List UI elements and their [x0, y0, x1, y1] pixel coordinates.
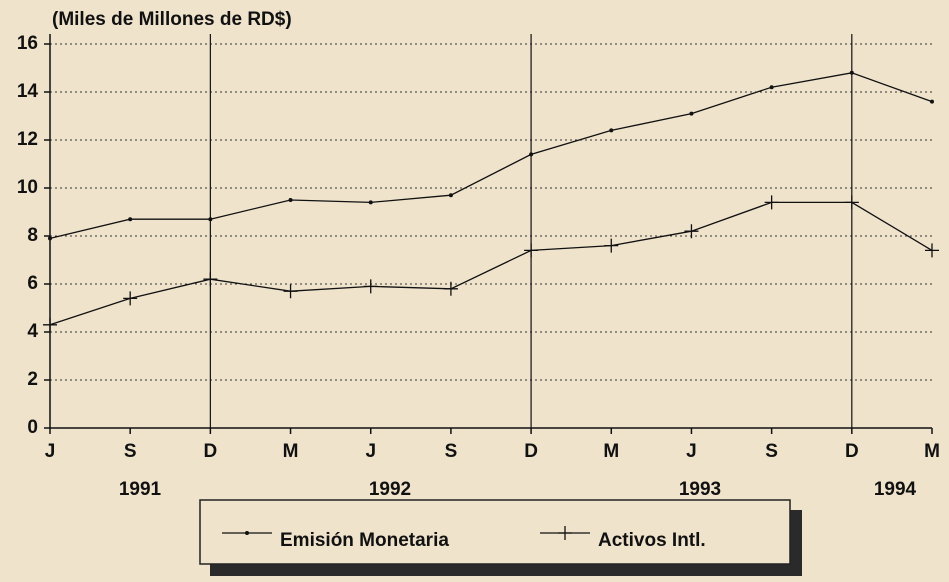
point: [203, 272, 218, 287]
x-tick-label: J: [686, 441, 697, 462]
point: [769, 85, 774, 90]
y-tick-label: 16: [17, 33, 38, 54]
point: [930, 99, 934, 104]
y-tick-label: 10: [17, 177, 38, 198]
x-tick-label: D: [203, 441, 217, 462]
point: [844, 195, 859, 210]
point: [764, 195, 779, 210]
y-tick-label: 8: [27, 225, 38, 246]
year-label: 1992: [369, 479, 411, 500]
y-tick-label: 4: [27, 321, 38, 342]
point: [368, 200, 373, 205]
y-tick-label: 12: [17, 129, 38, 150]
point: [604, 238, 619, 253]
year-label: 1993: [679, 479, 721, 500]
x-tick-label: S: [765, 441, 778, 462]
point: [529, 152, 534, 157]
x-tick-label: M: [603, 441, 619, 462]
year-label: 1991: [119, 479, 162, 500]
y-tick-label: 14: [17, 81, 39, 102]
y-tick-label: 0: [27, 417, 38, 438]
point: [43, 317, 57, 332]
x-tick-label: M: [924, 441, 940, 462]
point: [128, 217, 133, 222]
point: [363, 279, 378, 294]
point: [448, 193, 453, 198]
year-label: 1994: [874, 479, 917, 500]
x-tick-label: S: [124, 441, 137, 462]
point: [925, 243, 939, 258]
series-line: [49, 72, 933, 240]
point: [689, 111, 694, 116]
point: [558, 526, 572, 540]
legend-label: Emisión Monetaria: [280, 530, 449, 551]
x-tick-label: J: [45, 441, 56, 462]
point: [48, 236, 52, 241]
point: [208, 217, 213, 222]
x-tick-label: D: [524, 441, 538, 462]
y-tick-label: 2: [27, 369, 38, 390]
y-tick-label: 6: [27, 273, 38, 294]
legend-label: Activos Intl.: [598, 530, 706, 551]
point: [609, 128, 614, 133]
point: [283, 284, 298, 299]
point: [123, 291, 138, 306]
point: [288, 198, 293, 202]
point: [443, 281, 458, 296]
series-line: [49, 201, 933, 326]
chart-title: (Miles de Millones de RD$): [52, 9, 292, 30]
legend-box: [199, 499, 791, 565]
point: [524, 243, 539, 258]
x-tick-label: S: [445, 441, 458, 462]
point: [684, 224, 699, 239]
x-tick-label: J: [365, 441, 376, 462]
x-tick-label: D: [845, 441, 859, 462]
x-tick-label: M: [283, 441, 299, 462]
point: [245, 531, 249, 535]
point: [849, 70, 854, 75]
